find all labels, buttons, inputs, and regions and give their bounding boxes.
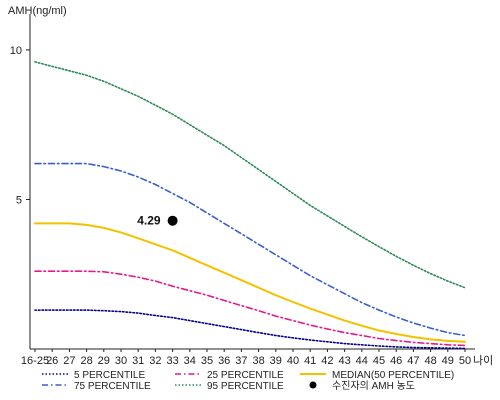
x-tick-label: 42 (321, 355, 333, 367)
series-line-75-percentile (34, 162, 466, 337)
x-tick-label: 44 (356, 355, 368, 367)
x-tick-label: 45 (373, 355, 385, 367)
x-tick-label: 48 (424, 355, 436, 367)
legend-label: 95 PERCENTILE (207, 381, 284, 392)
x-tick-label: 30 (115, 355, 127, 367)
x-tick-label: 32 (149, 355, 161, 367)
y-tick-label: 5 (16, 194, 22, 206)
x-tick-label: 37 (235, 355, 247, 367)
x-tick-label: 29 (98, 355, 110, 367)
x-tick-label: 34 (184, 355, 196, 367)
y-axis-label: AMH(ng/ml) (8, 5, 67, 17)
x-tick-label: 38 (252, 355, 264, 367)
x-tick-label: 47 (407, 355, 419, 367)
x-tick-label: 43 (338, 355, 350, 367)
series-line-5-percentile (34, 309, 466, 350)
patient-amh-point (167, 215, 178, 226)
x-tick-label: 16-25 (21, 355, 49, 367)
y-ticks: 5 10 (10, 45, 30, 206)
legend-label: 75 PERCENTILE (74, 381, 151, 392)
y-tick-label: 10 (10, 45, 22, 57)
x-tick-label: 40 (287, 355, 299, 367)
legend-label: 25 PERCENTILE (207, 370, 284, 381)
x-tick-label: 36 (218, 355, 230, 367)
series-lines (34, 61, 466, 350)
x-tick-label: 26 (46, 355, 58, 367)
legend-label: 수진자의 AMH 농도 (332, 380, 415, 392)
patient-amh-value-label: 4.29 (137, 214, 161, 228)
legend-label: 5 PERCENTILE (74, 370, 145, 381)
chart-axes: AMH(ng/ml) 나이 (8, 5, 493, 367)
x-axis-label: 나이 (473, 354, 493, 367)
legend: 5 PERCENTILE 25 PERCENTILE MEDIAN(50 PERCE… (42, 370, 454, 392)
x-tick-label: 49 (442, 355, 454, 367)
x-tick-label: 33 (166, 355, 178, 367)
legend-patient-marker (309, 381, 317, 389)
x-tick-label: 31 (132, 355, 144, 367)
series-line-median-50-percentile- (34, 222, 466, 343)
x-tick-label: 28 (80, 355, 92, 367)
x-tick-label: 35 (201, 355, 213, 367)
x-tick-label: 39 (270, 355, 282, 367)
x-tick-label: 50 (459, 355, 471, 367)
legend-label: MEDIAN(50 PERCENTILE) (332, 370, 454, 381)
series-line-95-percentile (34, 61, 466, 289)
x-tick-label: 46 (390, 355, 402, 367)
x-tick-label: 41 (304, 355, 316, 367)
series-line-25-percentile (34, 270, 466, 347)
annotation: 4.29 (137, 214, 178, 228)
x-tick-label: 27 (63, 355, 75, 367)
